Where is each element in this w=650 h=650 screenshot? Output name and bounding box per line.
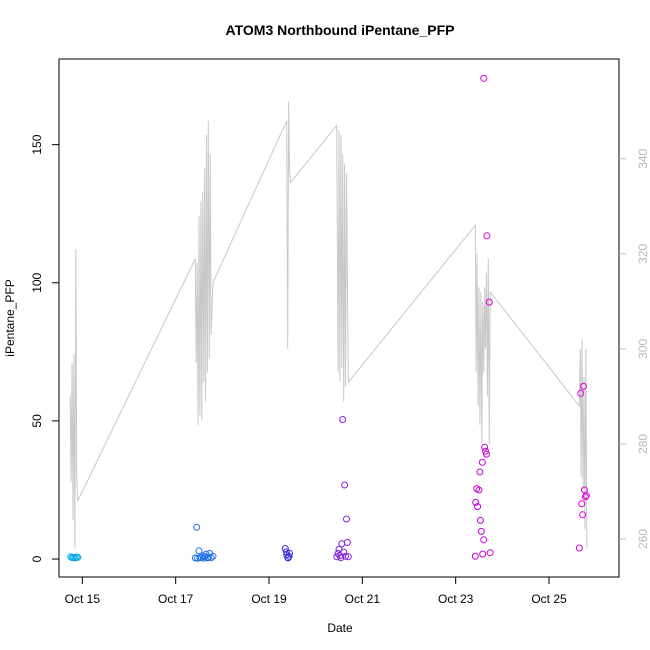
y2-tick-label: 340 <box>636 148 650 168</box>
data-point <box>343 539 351 546</box>
data-point <box>339 416 347 423</box>
data-point <box>200 554 208 562</box>
data-point <box>578 500 586 508</box>
chart-title: ATOM3 Northbound iPentane_PFP <box>226 22 455 38</box>
data-point <box>338 540 346 548</box>
plot-frame <box>58 58 620 578</box>
data-point <box>579 511 587 519</box>
y-tick-label: 100 <box>30 272 44 292</box>
x-tick-label: Oct 15 <box>65 592 101 606</box>
data-point <box>340 548 348 556</box>
data-point <box>209 552 217 560</box>
y-tick-label: 150 <box>30 134 44 154</box>
y2-tick-label: 320 <box>636 244 650 264</box>
y2-tick-label: 260 <box>636 529 650 549</box>
data-point <box>343 515 350 523</box>
data-point <box>483 232 491 240</box>
x-tick-label: Oct 23 <box>438 592 474 606</box>
data-point <box>204 553 212 561</box>
data-point <box>476 516 484 524</box>
data-point <box>575 544 583 552</box>
data-point <box>477 527 485 535</box>
data-point <box>577 389 585 397</box>
data-point <box>476 468 484 476</box>
data-point <box>481 443 489 451</box>
data-point <box>341 481 349 489</box>
data-point <box>286 549 293 557</box>
series-line <box>69 101 588 549</box>
series-line-layer <box>69 101 588 549</box>
left-y-axis: 0 50 100 150 <box>30 134 59 562</box>
right-y-axis: 260 280 300 320 340 <box>619 148 650 549</box>
data-point <box>480 536 488 544</box>
data-point <box>342 552 349 560</box>
x-tick-label: Oct 25 <box>531 592 567 606</box>
x-axis: Oct 15 Oct 17 Oct 19 Oct 21 Oct 23 Oct 25 <box>65 577 567 606</box>
y-tick-label: 50 <box>30 414 44 428</box>
y-axis-label: iPentane_PFP <box>3 279 17 356</box>
data-point <box>207 554 215 562</box>
data-point <box>281 545 289 552</box>
y-tick-label: 0 <box>30 555 44 562</box>
y2-tick-label: 280 <box>636 434 650 454</box>
data-point <box>333 553 341 561</box>
data-point <box>475 486 483 494</box>
data-point <box>344 553 352 561</box>
x-tick-label: Oct 21 <box>345 592 381 606</box>
data-point <box>483 450 490 458</box>
data-point <box>479 550 487 558</box>
data-point <box>284 554 292 562</box>
x-tick-label: Oct 19 <box>251 592 287 606</box>
data-point <box>478 458 486 466</box>
y2-tick-label: 300 <box>636 339 650 359</box>
data-point <box>471 552 479 560</box>
data-point <box>74 553 82 561</box>
x-axis-label: Date <box>327 621 353 635</box>
data-point <box>195 547 203 555</box>
data-point <box>472 498 480 506</box>
data-point <box>71 554 79 562</box>
data-point <box>581 493 589 501</box>
data-point <box>485 298 493 306</box>
data-point <box>285 552 293 560</box>
data-point <box>480 74 488 82</box>
data-point <box>486 549 494 557</box>
data-point <box>337 554 345 562</box>
data-point <box>582 492 590 499</box>
data-point <box>580 382 587 390</box>
data-points-layer <box>67 74 590 562</box>
data-point <box>193 523 201 531</box>
data-point <box>474 503 482 511</box>
x-tick-label: Oct 17 <box>158 592 194 606</box>
